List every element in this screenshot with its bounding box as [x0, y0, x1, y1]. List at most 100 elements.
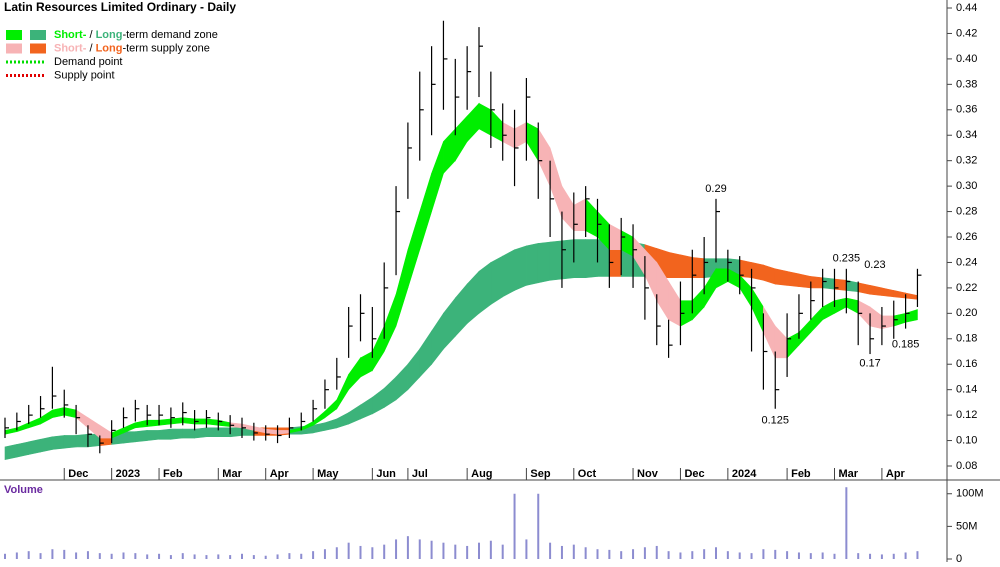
y-tick-label: 0.08: [956, 460, 977, 472]
volume-bar: [335, 547, 338, 559]
y-tick-label: 0.44: [956, 2, 977, 14]
zone-segment: [786, 270, 800, 287]
zone-segment: [206, 427, 219, 438]
zone-segment: [680, 254, 693, 279]
volume-bar: [679, 552, 682, 559]
zone-segment: [490, 255, 504, 305]
volume-bar: [809, 553, 812, 559]
chart-title: Latin Resources Limited Ordinary - Daily: [4, 0, 236, 14]
zone-segment: [146, 430, 160, 441]
volume-bar: [406, 536, 409, 559]
volume-bar: [774, 549, 777, 559]
volume-bar: [395, 539, 398, 559]
volume-bar: [217, 554, 220, 559]
legend-text: Short-: [54, 42, 87, 54]
volume-bar: [288, 553, 291, 559]
volume-bar: [300, 553, 303, 559]
y-tick-label: 0.20: [956, 307, 977, 319]
zone-segment: [751, 262, 764, 281]
zone-segment: [146, 419, 160, 427]
x-tick-label: Jun: [376, 468, 396, 480]
volume-bar: [169, 555, 172, 559]
volume-bar: [549, 542, 552, 559]
legend-label: Short- / Long-term demand zone: [54, 29, 218, 41]
y-tick-label: 0.18: [956, 333, 977, 345]
volume-bar: [786, 551, 789, 559]
y-tick-label: 0.16: [956, 358, 977, 370]
volume-bar: [691, 551, 694, 559]
volume-bar: [916, 551, 919, 559]
zone-segment: [135, 430, 148, 443]
legend-swatch: [30, 43, 46, 54]
y-tick-label: 0.14: [956, 384, 977, 396]
volume-bar: [560, 545, 563, 559]
volume-bar: [501, 544, 504, 559]
volume-bar: [572, 544, 575, 559]
volume-bar: [833, 553, 836, 559]
zone-segment: [810, 276, 823, 289]
zone-segment: [561, 239, 575, 280]
zone-segment: [123, 431, 136, 444]
x-tick-label: Sep: [530, 468, 550, 480]
legend-swatch: [6, 43, 22, 54]
volume-bar: [797, 552, 800, 559]
y-tick-label: 0.24: [956, 256, 977, 268]
x-tick-label: 2024: [732, 468, 757, 480]
x-tick-label: Oct: [578, 468, 597, 480]
zone-segment: [4, 444, 18, 461]
legend-text: /: [86, 29, 95, 41]
volume-bar: [667, 551, 670, 559]
annotation: 0.17: [859, 357, 880, 369]
volume-bar: [146, 554, 149, 559]
y-tick-label: 0.12: [956, 409, 977, 421]
zone-segment: [549, 240, 563, 281]
y-tick-label: 0.22: [956, 282, 977, 294]
volume-bar: [430, 540, 433, 559]
volume-bar: [892, 553, 895, 559]
zone-segment: [537, 241, 551, 284]
y-tick-label: 0.40: [956, 53, 977, 65]
zone-segment: [75, 433, 89, 448]
x-tick-label: Mar: [839, 468, 859, 480]
y-tick-label: 0.36: [956, 104, 977, 116]
volume-bar: [264, 555, 267, 559]
annotation: 0.29: [705, 183, 726, 195]
zone-segment: [194, 427, 207, 439]
zone-segment: [16, 441, 30, 458]
volume-bar: [39, 553, 42, 559]
axes: 0.08 0.10 0.12 0.14 0.16 0.18 0.20 0.22 0.24 0.26…: [63, 2, 984, 565]
volume-bar: [63, 549, 66, 559]
volume-bar: [738, 552, 741, 559]
x-tick-label: Aug: [471, 468, 492, 480]
y-tick-label: 0.28: [956, 205, 977, 217]
volume-bar: [726, 551, 729, 559]
x-tick-label: Feb: [791, 468, 811, 480]
volume-bar: [418, 539, 421, 559]
volume-bar: [205, 555, 208, 559]
zone-segment: [158, 428, 172, 440]
volume-bar: [347, 542, 350, 559]
zone-segment: [834, 278, 847, 291]
volume-bar: [252, 555, 255, 559]
volume-bar: [371, 547, 374, 559]
x-tick-label: May: [317, 468, 339, 480]
legend-label: Short- / Long-term supply zone: [54, 42, 210, 54]
legend-text: /: [86, 42, 95, 54]
volume-bar: [158, 553, 161, 559]
annotation: 0.235: [833, 253, 861, 265]
volume-bar: [110, 553, 113, 559]
y-tick-label: 0.32: [956, 155, 977, 167]
x-tick-label: Apr: [270, 468, 290, 480]
y-tick-label: 0.42: [956, 27, 977, 39]
volume-bar: [15, 552, 18, 559]
x-tick-label: Jul: [412, 468, 428, 480]
zone-segment: [822, 277, 835, 290]
volume-bar: [750, 553, 753, 559]
y-tick-label: 0.10: [956, 434, 977, 446]
volume-bar: [857, 553, 860, 559]
volume-bar: [454, 544, 457, 559]
volume-bar: [608, 549, 611, 559]
volume-bar: [312, 551, 315, 559]
